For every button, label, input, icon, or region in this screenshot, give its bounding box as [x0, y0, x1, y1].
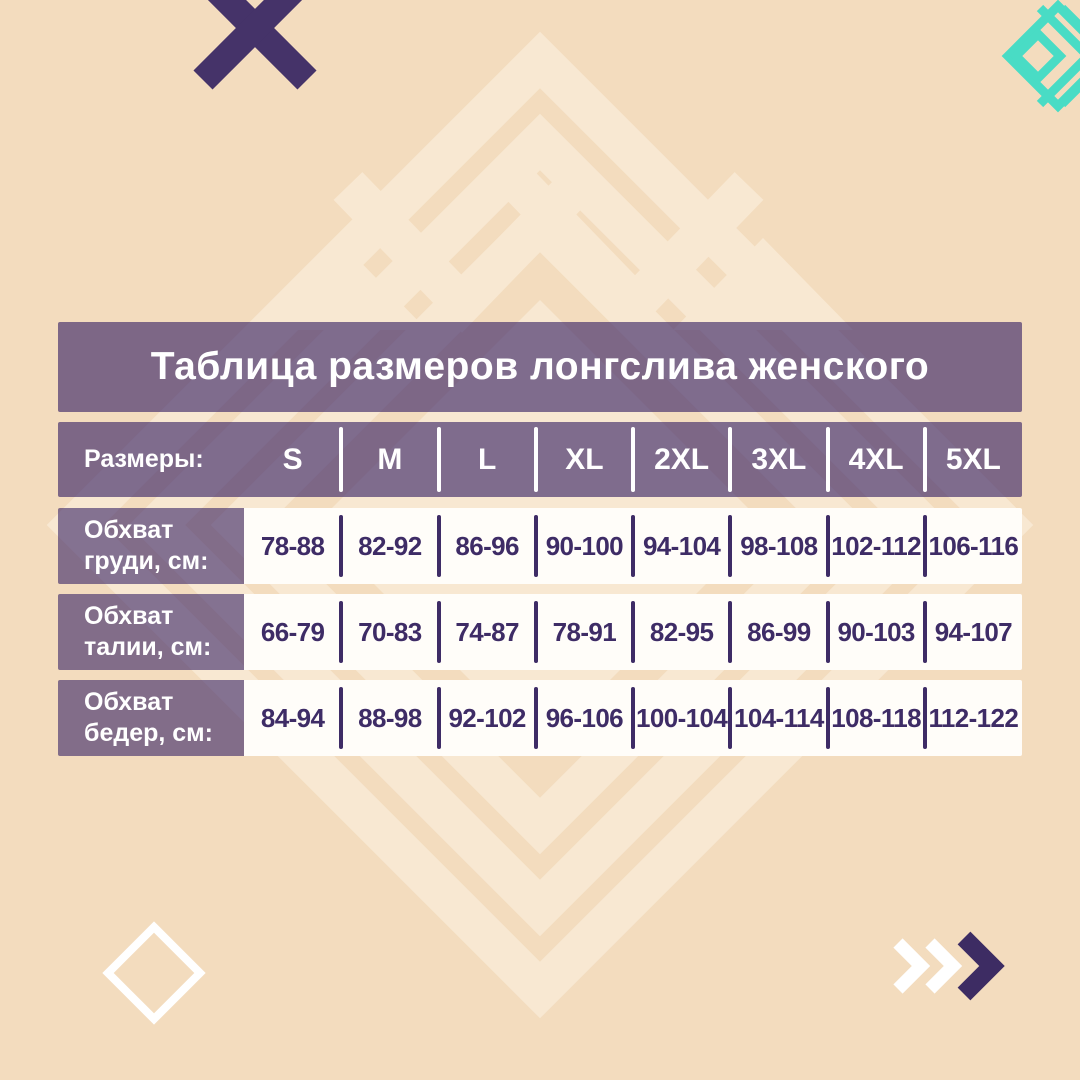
sizes-header-row: Размеры: S M L XL 2XL 3XL 4XL 5XL: [58, 422, 1022, 497]
value-cell: 98-108: [728, 508, 828, 584]
page-title: Таблица размеров лонгслива женского: [58, 322, 1022, 412]
diamond-outline-icon: [102, 921, 206, 1025]
value-cell: 86-96: [436, 508, 536, 584]
value-cell: 86-99: [728, 594, 828, 670]
value-cell: 94-104: [630, 508, 731, 584]
row-label: Обхват талии, см:: [58, 594, 244, 670]
table-row-hips: Обхват бедер, см: 84-94 88-98 92-102 96-…: [58, 680, 1022, 756]
size-table: Таблица размеров лонгслива женского Разм…: [58, 322, 1022, 766]
value-cell: 100-104: [630, 680, 731, 756]
value-cell: 66-79: [244, 594, 342, 670]
value-cell: 112-122: [922, 680, 1022, 756]
value-cell: 96-106: [533, 680, 633, 756]
size-cell: 4XL: [825, 422, 925, 497]
value-cell: 94-107: [922, 594, 1022, 670]
row-label: Обхват груди, см:: [58, 508, 244, 584]
sizes-header-label: Размеры:: [84, 444, 204, 473]
table-row-waist: Обхват талии, см: 66-79 70-83 74-87 78-9…: [58, 594, 1022, 670]
value-cell: 88-98: [339, 680, 439, 756]
value-cell: 82-95: [630, 594, 731, 670]
size-cell: XL: [533, 422, 633, 497]
triple-chevron-icon: [893, 931, 1005, 1001]
value-cell: 90-103: [825, 594, 925, 670]
value-cell: 78-91: [533, 594, 633, 670]
striped-diamond-icon: [1001, 0, 1080, 113]
value-cell: 82-92: [339, 508, 439, 584]
value-cell: 106-116: [922, 508, 1022, 584]
table-row-chest: Обхват груди, см: 78-88 82-92 86-96 90-1…: [58, 508, 1022, 584]
row-label: Обхват бедер, см:: [58, 680, 244, 756]
value-cell: 104-114: [728, 680, 828, 756]
value-cell: 92-102: [436, 680, 536, 756]
value-cell: 90-100: [533, 508, 633, 584]
size-cell: M: [339, 422, 438, 497]
size-cell: 2XL: [630, 422, 730, 497]
size-cell: 5XL: [922, 422, 1022, 497]
size-cell: S: [282, 442, 303, 476]
value-cell: 102-112: [825, 508, 925, 584]
value-cell: 70-83: [339, 594, 439, 670]
value-cell: 74-87: [436, 594, 536, 670]
size-cell: L: [436, 422, 536, 497]
cross-icon: [193, 0, 317, 90]
size-cell: 3XL: [728, 422, 827, 497]
value-cell: 108-118: [825, 680, 925, 756]
value-cell: 78-88: [244, 508, 342, 584]
value-cell: 84-94: [244, 680, 342, 756]
